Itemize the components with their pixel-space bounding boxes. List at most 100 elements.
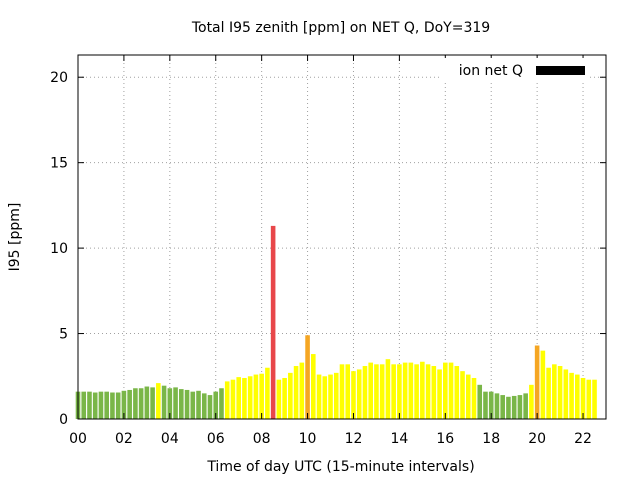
bar: [81, 391, 87, 419]
bar: [207, 395, 213, 419]
bar: [311, 354, 316, 419]
x-tick-label: 12: [345, 431, 363, 447]
bar: [316, 374, 322, 419]
bar: [213, 391, 219, 419]
bar: [443, 362, 448, 419]
bar: [201, 393, 207, 419]
bar: [270, 225, 276, 419]
bar: [454, 366, 460, 419]
x-tick-label: 20: [528, 431, 546, 447]
x-tick-label: 06: [207, 431, 225, 447]
x-tick-label: 08: [253, 431, 271, 447]
legend: ion net Q: [440, 58, 590, 80]
bar: [414, 364, 419, 419]
x-tick-label: 18: [482, 431, 500, 447]
bar: [523, 393, 528, 419]
bar: [242, 377, 247, 419]
ticks: 0 5 10 15 20 00 02 04 06 08 10 12 14 16 18 20 22: [50, 55, 606, 447]
bar: [224, 381, 230, 419]
bar: [121, 390, 127, 419]
bar: [156, 383, 161, 419]
bar: [592, 379, 597, 419]
bar: [150, 387, 155, 419]
bar: [483, 391, 488, 419]
bar: [127, 389, 132, 419]
bars: [75, 225, 597, 419]
legend-swatch: [536, 66, 585, 75]
bar: [288, 372, 293, 419]
bar: [534, 345, 540, 419]
bar: [368, 362, 373, 419]
bar: [563, 369, 569, 419]
bar: [506, 396, 511, 419]
bar: [305, 335, 310, 419]
bar: [465, 374, 471, 419]
bar: [104, 391, 109, 419]
bar: [471, 377, 477, 419]
grid: [78, 55, 606, 419]
bar: [511, 395, 517, 419]
bar: [87, 391, 92, 419]
bar: [575, 374, 580, 419]
bar: [293, 366, 299, 419]
bar: [167, 388, 173, 419]
bar: [580, 377, 586, 419]
bar: [173, 387, 178, 419]
bar: [431, 366, 437, 419]
bar: [253, 374, 259, 419]
bar: [133, 388, 138, 419]
bar: [420, 361, 425, 419]
bar: [144, 386, 150, 419]
x-tick-label: 04: [161, 431, 179, 447]
bar: [500, 395, 505, 419]
bar: [98, 391, 104, 419]
bar: [397, 364, 402, 419]
bar: [460, 371, 465, 419]
bar: [477, 384, 483, 419]
bar: [265, 367, 270, 419]
bar: [379, 364, 385, 419]
bar: [448, 362, 454, 419]
bar: [333, 372, 339, 419]
bar: [552, 364, 557, 419]
bar: [92, 392, 98, 419]
x-tick-label: 10: [299, 431, 317, 447]
bar: [351, 371, 356, 419]
plot-frame: [77, 54, 607, 420]
bar: [282, 377, 287, 419]
legend-label: ion net Q: [459, 63, 523, 79]
x-tick-label: 00: [69, 431, 87, 447]
bar: [322, 376, 328, 419]
bar: [402, 362, 408, 419]
bar: [161, 385, 167, 419]
bar: [115, 392, 121, 419]
bar: [529, 384, 534, 419]
bar: [540, 350, 546, 419]
bar: [557, 366, 563, 419]
bar: [586, 379, 592, 419]
bar: [488, 391, 494, 419]
bar: [362, 366, 368, 419]
bar: [425, 364, 431, 419]
bar: [138, 388, 144, 419]
bar: [374, 364, 379, 419]
bar: [391, 364, 396, 419]
bar: [546, 367, 551, 419]
bar: [219, 388, 224, 419]
bar: [517, 395, 523, 419]
bar: [385, 359, 391, 419]
bar: [196, 390, 201, 419]
bar: [356, 369, 362, 419]
bar: [276, 379, 282, 419]
y-tick-label: 0: [59, 412, 68, 428]
x-axis-label: Time of day UTC (15-minute intervals): [206, 459, 474, 475]
bar: [247, 376, 253, 419]
x-tick-label: 22: [574, 431, 592, 447]
bar: [230, 379, 236, 419]
bar: [259, 373, 264, 419]
y-tick-label: 20: [50, 70, 68, 86]
bar: [299, 362, 305, 419]
bar: [408, 362, 414, 419]
bar: [179, 389, 184, 419]
